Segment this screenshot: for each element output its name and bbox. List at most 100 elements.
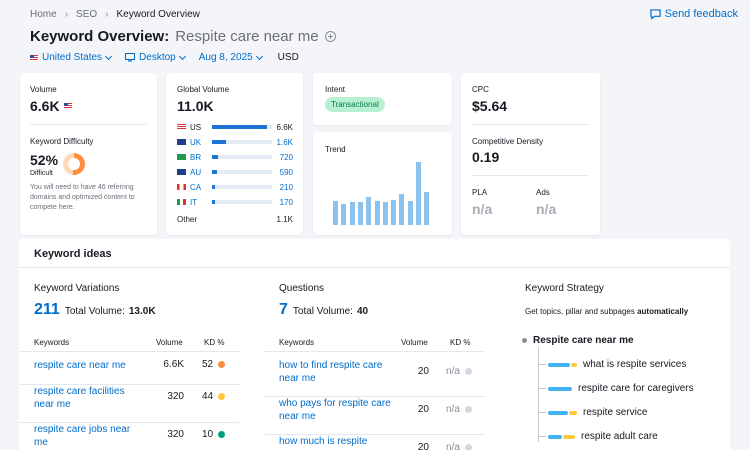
br-flag-icon xyxy=(177,154,186,160)
kd-dot-icon xyxy=(218,393,226,400)
device-select[interactable]: Desktop xyxy=(125,52,186,63)
country-code: BR xyxy=(190,152,202,162)
competitive-density-value: 0.19 xyxy=(472,149,500,165)
question-kd: n/a xyxy=(446,404,472,415)
question-kd-value: n/a xyxy=(446,366,460,377)
keyword-strategy-title: Keyword Strategy xyxy=(525,283,604,294)
trend-bar xyxy=(382,201,388,225)
divider xyxy=(265,396,485,397)
country-code: UK xyxy=(190,137,202,147)
trend-card: Trend xyxy=(313,132,452,235)
strategy-bar xyxy=(548,386,572,391)
questions-count[interactable]: 7 xyxy=(279,301,288,318)
keyword-difficulty-value: 52% xyxy=(30,152,59,168)
country-volume: 170 xyxy=(279,197,293,207)
volume-value: 6.6K xyxy=(30,98,60,114)
share-bar-fill xyxy=(212,125,268,129)
question-link[interactable]: who pays for respite care near me xyxy=(279,398,391,422)
questions-title: Questions xyxy=(279,283,325,294)
divider xyxy=(19,351,239,352)
pla-value: n/a xyxy=(472,201,493,217)
difficulty-rating: Difficult xyxy=(30,170,53,177)
global-volume-row[interactable]: UK 1.6K xyxy=(177,135,293,149)
strategy-subpage[interactable]: respite care for caregivers xyxy=(538,383,694,394)
global-volume-label: Global Volume xyxy=(177,85,230,94)
keyword-link[interactable]: respite care facilities near me xyxy=(34,386,125,410)
country-code: CA xyxy=(190,182,202,192)
strategy-bar xyxy=(548,410,568,415)
us-flag-icon xyxy=(63,103,72,109)
country-code: US xyxy=(190,122,202,132)
keyword-kd: 10 xyxy=(202,429,226,440)
share-bar xyxy=(212,185,272,189)
send-feedback-button[interactable]: Send feedback xyxy=(649,8,738,20)
breadcrumb-current: Keyword Overview xyxy=(116,9,200,20)
divider xyxy=(472,124,589,125)
strategy-subpage[interactable]: what is respite services xyxy=(538,359,686,370)
strategy-bar xyxy=(569,410,577,415)
breadcrumb-home[interactable]: Home xyxy=(30,9,57,20)
strategy-bars xyxy=(548,386,572,391)
tree-bullet-icon xyxy=(522,338,527,343)
global-volume-row[interactable]: AU 590 xyxy=(177,165,293,179)
chevron-right-icon: › xyxy=(105,9,109,20)
global-volume-other-label: Other xyxy=(177,214,198,224)
question-volume: 20 xyxy=(417,404,429,415)
strategy-subpage[interactable]: respite adult care xyxy=(538,431,658,442)
strategy-bars xyxy=(548,362,577,367)
variations-header-keywords: Keywords xyxy=(34,338,70,347)
difficulty-gauge xyxy=(63,153,85,175)
global-volume-row[interactable]: BR 720 xyxy=(177,150,293,164)
strategy-subpage-label: respite adult care xyxy=(581,431,658,442)
questions-total-value: 40 xyxy=(356,306,369,317)
question-volume: 20 xyxy=(417,442,429,450)
country-volume: 720 xyxy=(279,152,293,162)
keyword-strategy-subtitle-bold: automatically xyxy=(637,307,689,316)
device-label: Desktop xyxy=(139,52,176,63)
strategy-bars xyxy=(548,434,575,439)
share-bar-fill xyxy=(212,200,215,204)
question-link[interactable]: how much is respite xyxy=(279,436,368,447)
global-volume-row[interactable]: IT 170 xyxy=(177,195,293,209)
strategy-subpage-label: what is respite services xyxy=(583,359,687,370)
strategy-root[interactable]: Respite care near me xyxy=(522,335,634,346)
feedback-icon xyxy=(649,8,661,20)
country-select[interactable]: United States xyxy=(30,52,113,63)
trend-bar xyxy=(424,192,430,225)
cpc-value: $5.64 xyxy=(472,98,508,114)
question-volume: 20 xyxy=(417,366,429,377)
keyword-variations-total-value: 13.0K xyxy=(128,306,156,317)
strategy-bar xyxy=(563,434,575,439)
strategy-subpage[interactable]: respite service xyxy=(538,407,647,418)
question-kd-value: n/a xyxy=(446,404,460,415)
filters-bar: United States Desktop Aug 8, 2025 USD xyxy=(30,52,299,63)
date-select[interactable]: Aug 8, 2025 xyxy=(198,52,263,63)
strategy-bar xyxy=(548,434,562,439)
global-volume-row[interactable]: CA 210 xyxy=(177,180,293,194)
divider xyxy=(19,422,239,423)
question-kd-value: n/a xyxy=(446,442,460,450)
keyword-link[interactable]: respite care jobs near me xyxy=(34,424,131,448)
keyword-link[interactable]: respite care near me xyxy=(34,360,126,371)
pla-label: PLA xyxy=(472,188,488,197)
question-kd: n/a xyxy=(446,442,472,450)
kd-dot-icon xyxy=(218,431,226,438)
date-label: Aug 8, 2025 xyxy=(198,52,253,63)
questions-header-keywords: Keywords xyxy=(279,338,315,347)
question-link[interactable]: how to find respite care near me xyxy=(279,360,383,384)
keyword-volume: 320 xyxy=(167,391,184,402)
kd-dot-icon xyxy=(464,444,472,450)
add-to-list-icon[interactable] xyxy=(324,31,336,42)
country-volume: 1.6K xyxy=(276,137,293,147)
strategy-root-label: Respite care near me xyxy=(533,335,634,346)
question-kd: n/a xyxy=(446,366,472,377)
send-feedback-label: Send feedback xyxy=(664,8,738,20)
trend-bar xyxy=(341,204,347,225)
breadcrumb-seo[interactable]: SEO xyxy=(76,9,98,20)
breadcrumb: Home › SEO › Keyword Overview xyxy=(30,9,200,20)
strategy-bars xyxy=(548,410,577,415)
keyword-variations-count[interactable]: 211 xyxy=(34,301,60,318)
keyword-ideas-title: Keyword ideas xyxy=(19,239,730,268)
trend-bar xyxy=(357,201,363,225)
tree-connector xyxy=(538,388,546,389)
